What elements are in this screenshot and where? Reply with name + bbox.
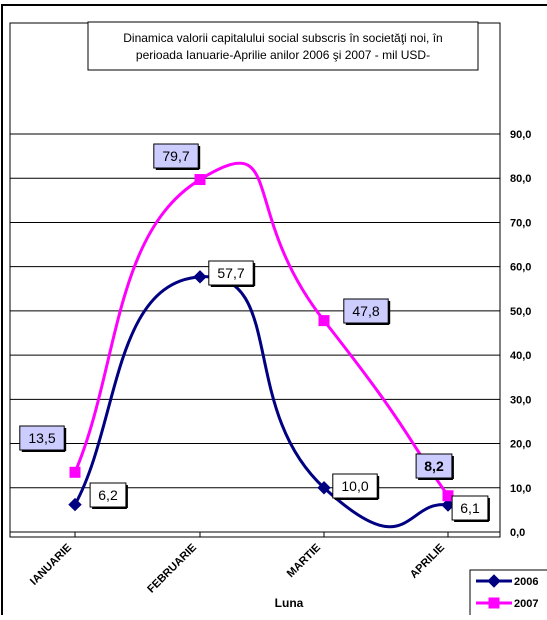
data-label-box [153, 143, 199, 169]
y-tick-label: 80,0 [510, 173, 531, 185]
data-label-box [332, 473, 378, 499]
x-tick-label: IANUARIE [28, 542, 74, 588]
data-label-text: 6,2 [98, 487, 118, 503]
chart-title: Dinamica valorii capitalului social subs… [87, 21, 479, 71]
y-tick-label: 60,0 [510, 262, 531, 274]
data-label-2006: 6,1 [451, 495, 490, 522]
series-lines [73, 161, 450, 529]
data-label-box [451, 495, 489, 521]
data-point-2006 [317, 481, 331, 495]
data-label-box [415, 453, 453, 479]
y-tick-label: 0,0 [510, 527, 525, 539]
title-box [87, 21, 479, 71]
legend-items: 2006 2007 [476, 574, 538, 610]
data-point-2006 [193, 270, 207, 284]
data-label-text: 13,5 [28, 430, 55, 446]
data-labels: 6,2 57,7 10,0 6,1 13,5 79,7 47,8 8,2 [19, 143, 490, 522]
data-label-text: 8,2 [424, 458, 444, 474]
y-tick-label: 30,0 [510, 394, 531, 406]
legend-marker-2007 [488, 597, 500, 609]
title-line-1: Dinamica valorii capitalului social subs… [123, 31, 442, 45]
data-label-2007: 47,8 [343, 298, 391, 325]
data-label-2006: 57,7 [208, 260, 256, 287]
x-tick-label: FEBRUARIE [145, 542, 199, 596]
data-label-text: 6,1 [460, 500, 480, 516]
data-label-box [89, 482, 127, 508]
y-tick-label: 90,0 [510, 129, 531, 141]
data-point-2007 [318, 315, 330, 327]
data-label-2006: 10,0 [332, 473, 380, 500]
y-axis-ticks: 0,0 10,0 20,0 30,0 40,0 50,0 60,0 70,0 80,0 90,0 [510, 129, 531, 539]
y-tick-label: 50,0 [510, 306, 531, 318]
legend: 2006 2007 [469, 569, 547, 617]
data-point-2006 [68, 497, 82, 512]
data-label-2007: 8,2 [415, 453, 454, 480]
x-tick-label: MARTIE [285, 542, 323, 580]
y-tick-label: 70,0 [510, 217, 531, 229]
legend-box [469, 569, 547, 617]
chart-border [1, 4, 547, 620]
series-line-2007 [73, 161, 450, 497]
data-label-text: 10,0 [341, 478, 368, 494]
data-point-2007 [194, 174, 206, 186]
data-label-2007: 13,5 [19, 425, 67, 452]
legend-marker-2006 [487, 574, 501, 588]
data-label-2006: 6,2 [89, 482, 128, 509]
data-point-2007 [442, 490, 454, 502]
data-label-text: 47,8 [352, 303, 379, 319]
data-label-text: 57,7 [217, 265, 244, 281]
y-tick-label: 10,0 [510, 483, 531, 495]
y-tick-label: 20,0 [510, 439, 531, 451]
data-label-2007: 79,7 [153, 143, 201, 170]
x-axis-label: Luna [275, 596, 304, 610]
title-line-2: perioada Ianuarie-Aprilie anilor 2006 şi… [136, 48, 430, 62]
x-tick-label: APRILIE [408, 542, 447, 581]
series-line-2006 [73, 275, 449, 529]
x-axis-ticks: IANUARIE FEBRUARIE MARTIE APRILIE [10, 531, 500, 596]
y-tick-label: 40,0 [510, 350, 531, 362]
data-label-text: 79,7 [162, 148, 189, 164]
data-point-2007 [69, 466, 81, 478]
series-markers [68, 174, 455, 512]
legend-label-2006: 2006 [514, 576, 538, 588]
legend-label-2007: 2007 [514, 598, 538, 610]
